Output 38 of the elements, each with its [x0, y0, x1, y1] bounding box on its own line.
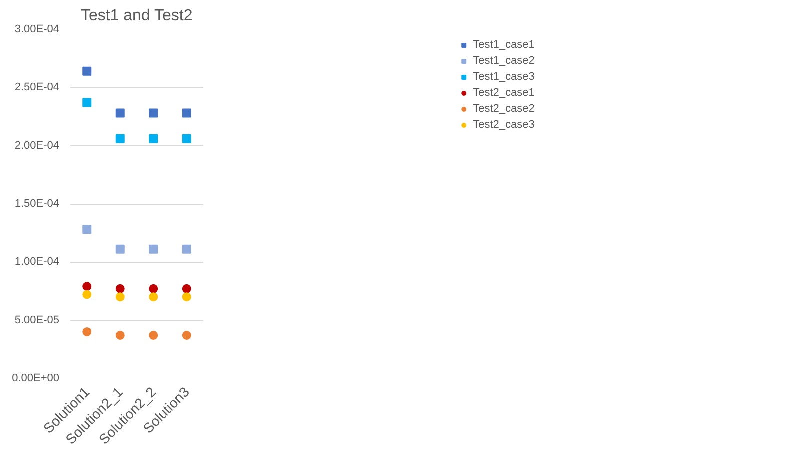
- point: [116, 134, 125, 144]
- point: [116, 284, 125, 294]
- point: [82, 66, 92, 76]
- point: [149, 284, 158, 294]
- y-tick-label: 2.50E-04: [14, 82, 60, 94]
- point: [149, 108, 158, 118]
- point: [182, 108, 192, 118]
- point: [82, 98, 92, 108]
- legend-label: Test2_case3: [473, 119, 535, 131]
- point: [149, 330, 158, 340]
- point: [116, 108, 125, 118]
- y-tick-label: 1.50E-04: [14, 198, 60, 210]
- point: [116, 244, 125, 254]
- point: [182, 244, 192, 254]
- y-tick-label: 0.00E+00: [12, 372, 60, 384]
- legend-label: Test1_case2: [473, 55, 535, 67]
- point: [149, 134, 158, 144]
- point: [82, 327, 92, 336]
- point: [182, 330, 192, 340]
- chart-title: Test1 and Test2: [80, 8, 193, 24]
- point: [182, 292, 192, 302]
- point: [82, 282, 92, 292]
- point: [182, 284, 192, 294]
- point: [149, 244, 158, 254]
- y-tick-label: 2.00E-04: [14, 140, 60, 152]
- point: [82, 225, 92, 234]
- y-tick-label: 5.00E-05: [14, 314, 60, 326]
- point: [116, 292, 125, 302]
- y-tick-label: 3.00E-04: [14, 24, 60, 36]
- legend-label: Test1_case1: [473, 39, 535, 51]
- y-tick-label: 1.00E-04: [14, 256, 60, 268]
- legend-label: Test2_case2: [473, 103, 535, 115]
- point: [182, 134, 192, 144]
- point: [149, 292, 158, 302]
- legend-label: Test2_case1: [473, 87, 535, 99]
- point: [82, 290, 92, 300]
- point: [116, 330, 125, 340]
- legend-label: Test1_case3: [473, 71, 535, 83]
